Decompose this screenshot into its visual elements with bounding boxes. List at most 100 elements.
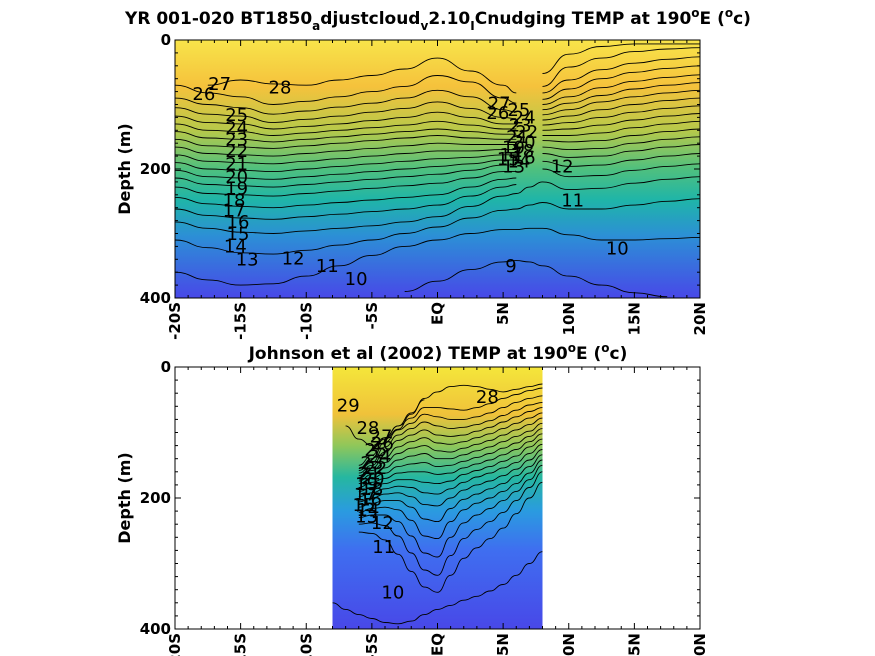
top-x-axis: -20S -15S -10S -5S EQ 5N 10N 15N 20N xyxy=(166,40,709,340)
bottom-x-axis: -20S -15S -10S -5S EQ 5N 10N 15N 20N xyxy=(166,367,709,656)
x-tick-label: 5N xyxy=(494,633,512,656)
isotherm-11 xyxy=(358,481,543,593)
contour-label-27: 27 xyxy=(488,94,511,115)
isotherm-12 xyxy=(174,176,701,234)
contour-label-19: 19 xyxy=(355,474,378,495)
isotherm-17 xyxy=(542,128,701,143)
isotherm-21 xyxy=(174,135,517,149)
contour-label-24: 24 xyxy=(368,446,391,467)
top-contour-lines xyxy=(174,43,701,298)
contour-label-20: 20 xyxy=(225,167,248,188)
isotherm-17 xyxy=(174,159,517,180)
y-tick-label: 0 xyxy=(161,31,171,49)
bottom-y-axis: 0 200 400 xyxy=(140,358,700,638)
isotherm-18 xyxy=(174,154,517,173)
isotherm-21 xyxy=(542,97,701,121)
x-tick-label: -15S xyxy=(232,302,250,340)
isotherm-25 xyxy=(542,65,701,100)
x-tick-label: 10N xyxy=(560,633,578,656)
x-tick-label: 5N xyxy=(494,302,512,325)
x-tick-label: 15N xyxy=(625,302,643,335)
contour-label-18: 18 xyxy=(223,190,246,211)
contour-label-12: 12 xyxy=(282,248,305,269)
isotherm-10 xyxy=(174,227,701,286)
x-tick-label: -20S xyxy=(166,633,184,656)
isotherm-27 xyxy=(542,47,701,87)
contour-label-26: 26 xyxy=(371,433,394,454)
bottom-contour-lines xyxy=(332,383,543,625)
contour-label-14: 14 xyxy=(507,152,530,173)
isotherm-24 xyxy=(174,111,517,130)
contour-label-23: 23 xyxy=(225,130,248,151)
isotherm-28 xyxy=(207,57,517,94)
isotherm-14 xyxy=(358,459,543,540)
contour-label-28: 28 xyxy=(476,387,499,408)
contour-label-29: 29 xyxy=(337,395,360,416)
isotherm-24 xyxy=(358,407,543,474)
bottom-panel: Johnson et al (2002) TEMP at 190oE (oc) … xyxy=(115,341,709,656)
isotherm-19 xyxy=(358,433,543,488)
isotherm-11 xyxy=(174,198,701,255)
contour-label-20: 20 xyxy=(513,132,536,153)
contour-label-11: 11 xyxy=(561,190,584,211)
contour-label-22: 22 xyxy=(515,122,538,143)
bottom-chart-title: Johnson et al (2002) TEMP at 190oE (oc) xyxy=(248,341,628,364)
isotherm-20 xyxy=(358,428,543,485)
contour-label-13: 13 xyxy=(502,157,525,178)
isotherm-19 xyxy=(542,113,701,131)
isotherm-26 xyxy=(174,89,517,115)
contour-label-25: 25 xyxy=(225,105,248,126)
contour-label-14: 14 xyxy=(356,500,379,521)
x-tick-label: 15N xyxy=(625,633,643,656)
top-y-axis-label: Depth (m) xyxy=(115,123,134,215)
contour-label-17: 17 xyxy=(354,484,377,505)
isotherm-25 xyxy=(174,101,517,124)
isotherm-22 xyxy=(174,128,517,143)
isotherm-22 xyxy=(542,89,701,116)
isotherm-14 xyxy=(542,153,701,167)
y-tick-label: 200 xyxy=(140,489,171,507)
contour-label-17: 17 xyxy=(500,145,523,166)
contour-label-22: 22 xyxy=(364,458,387,479)
contour-label-24: 24 xyxy=(513,108,536,129)
isotherm-22 xyxy=(358,417,543,479)
contour-label-23: 23 xyxy=(360,453,383,474)
contour-label-10: 10 xyxy=(381,583,404,604)
bottom-y-axis-label: Depth (m) xyxy=(115,452,134,544)
x-tick-label: 20N xyxy=(691,302,709,335)
isotherm-24 xyxy=(542,74,701,105)
contour-label-11: 11 xyxy=(372,537,395,558)
contour-label-26: 26 xyxy=(486,103,509,124)
contour-label-27: 27 xyxy=(370,427,393,448)
isotherm-28 xyxy=(542,43,700,74)
isotherm-13 xyxy=(174,184,517,220)
isotherm-15 xyxy=(174,171,517,197)
isotherm-9 xyxy=(404,260,668,298)
contour-label-16: 16 xyxy=(359,490,382,511)
x-tick-label: -5S xyxy=(363,302,381,329)
isotherm-23 xyxy=(542,82,701,111)
contour-label-21: 21 xyxy=(506,127,529,148)
contour-label-13: 13 xyxy=(236,250,259,271)
isotherm-10 xyxy=(332,551,543,625)
contour-label-10: 10 xyxy=(345,269,368,290)
x-tick-label: -15S xyxy=(232,633,250,656)
contour-label-28: 28 xyxy=(356,418,379,439)
isotherm-18 xyxy=(358,438,543,492)
contour-label-15: 15 xyxy=(497,149,520,170)
contour-label-22: 22 xyxy=(225,141,248,162)
x-tick-label: -10S xyxy=(297,302,315,340)
x-tick-label: EQ xyxy=(429,633,447,656)
isotherm-13 xyxy=(542,163,701,178)
isotherm-16 xyxy=(174,164,517,188)
x-tick-label: EQ xyxy=(429,302,447,325)
top-y-axis: 0 200 400 xyxy=(140,31,700,307)
isotherm-16 xyxy=(542,136,701,151)
top-chart-title: YR 001-020 BT1850adjustcloudv2.10ICnudgi… xyxy=(124,6,751,33)
isotherm-12 xyxy=(358,471,543,576)
isotherm-25 xyxy=(358,401,543,471)
contour-label-11: 11 xyxy=(316,256,339,277)
isotherm-23 xyxy=(358,412,543,477)
